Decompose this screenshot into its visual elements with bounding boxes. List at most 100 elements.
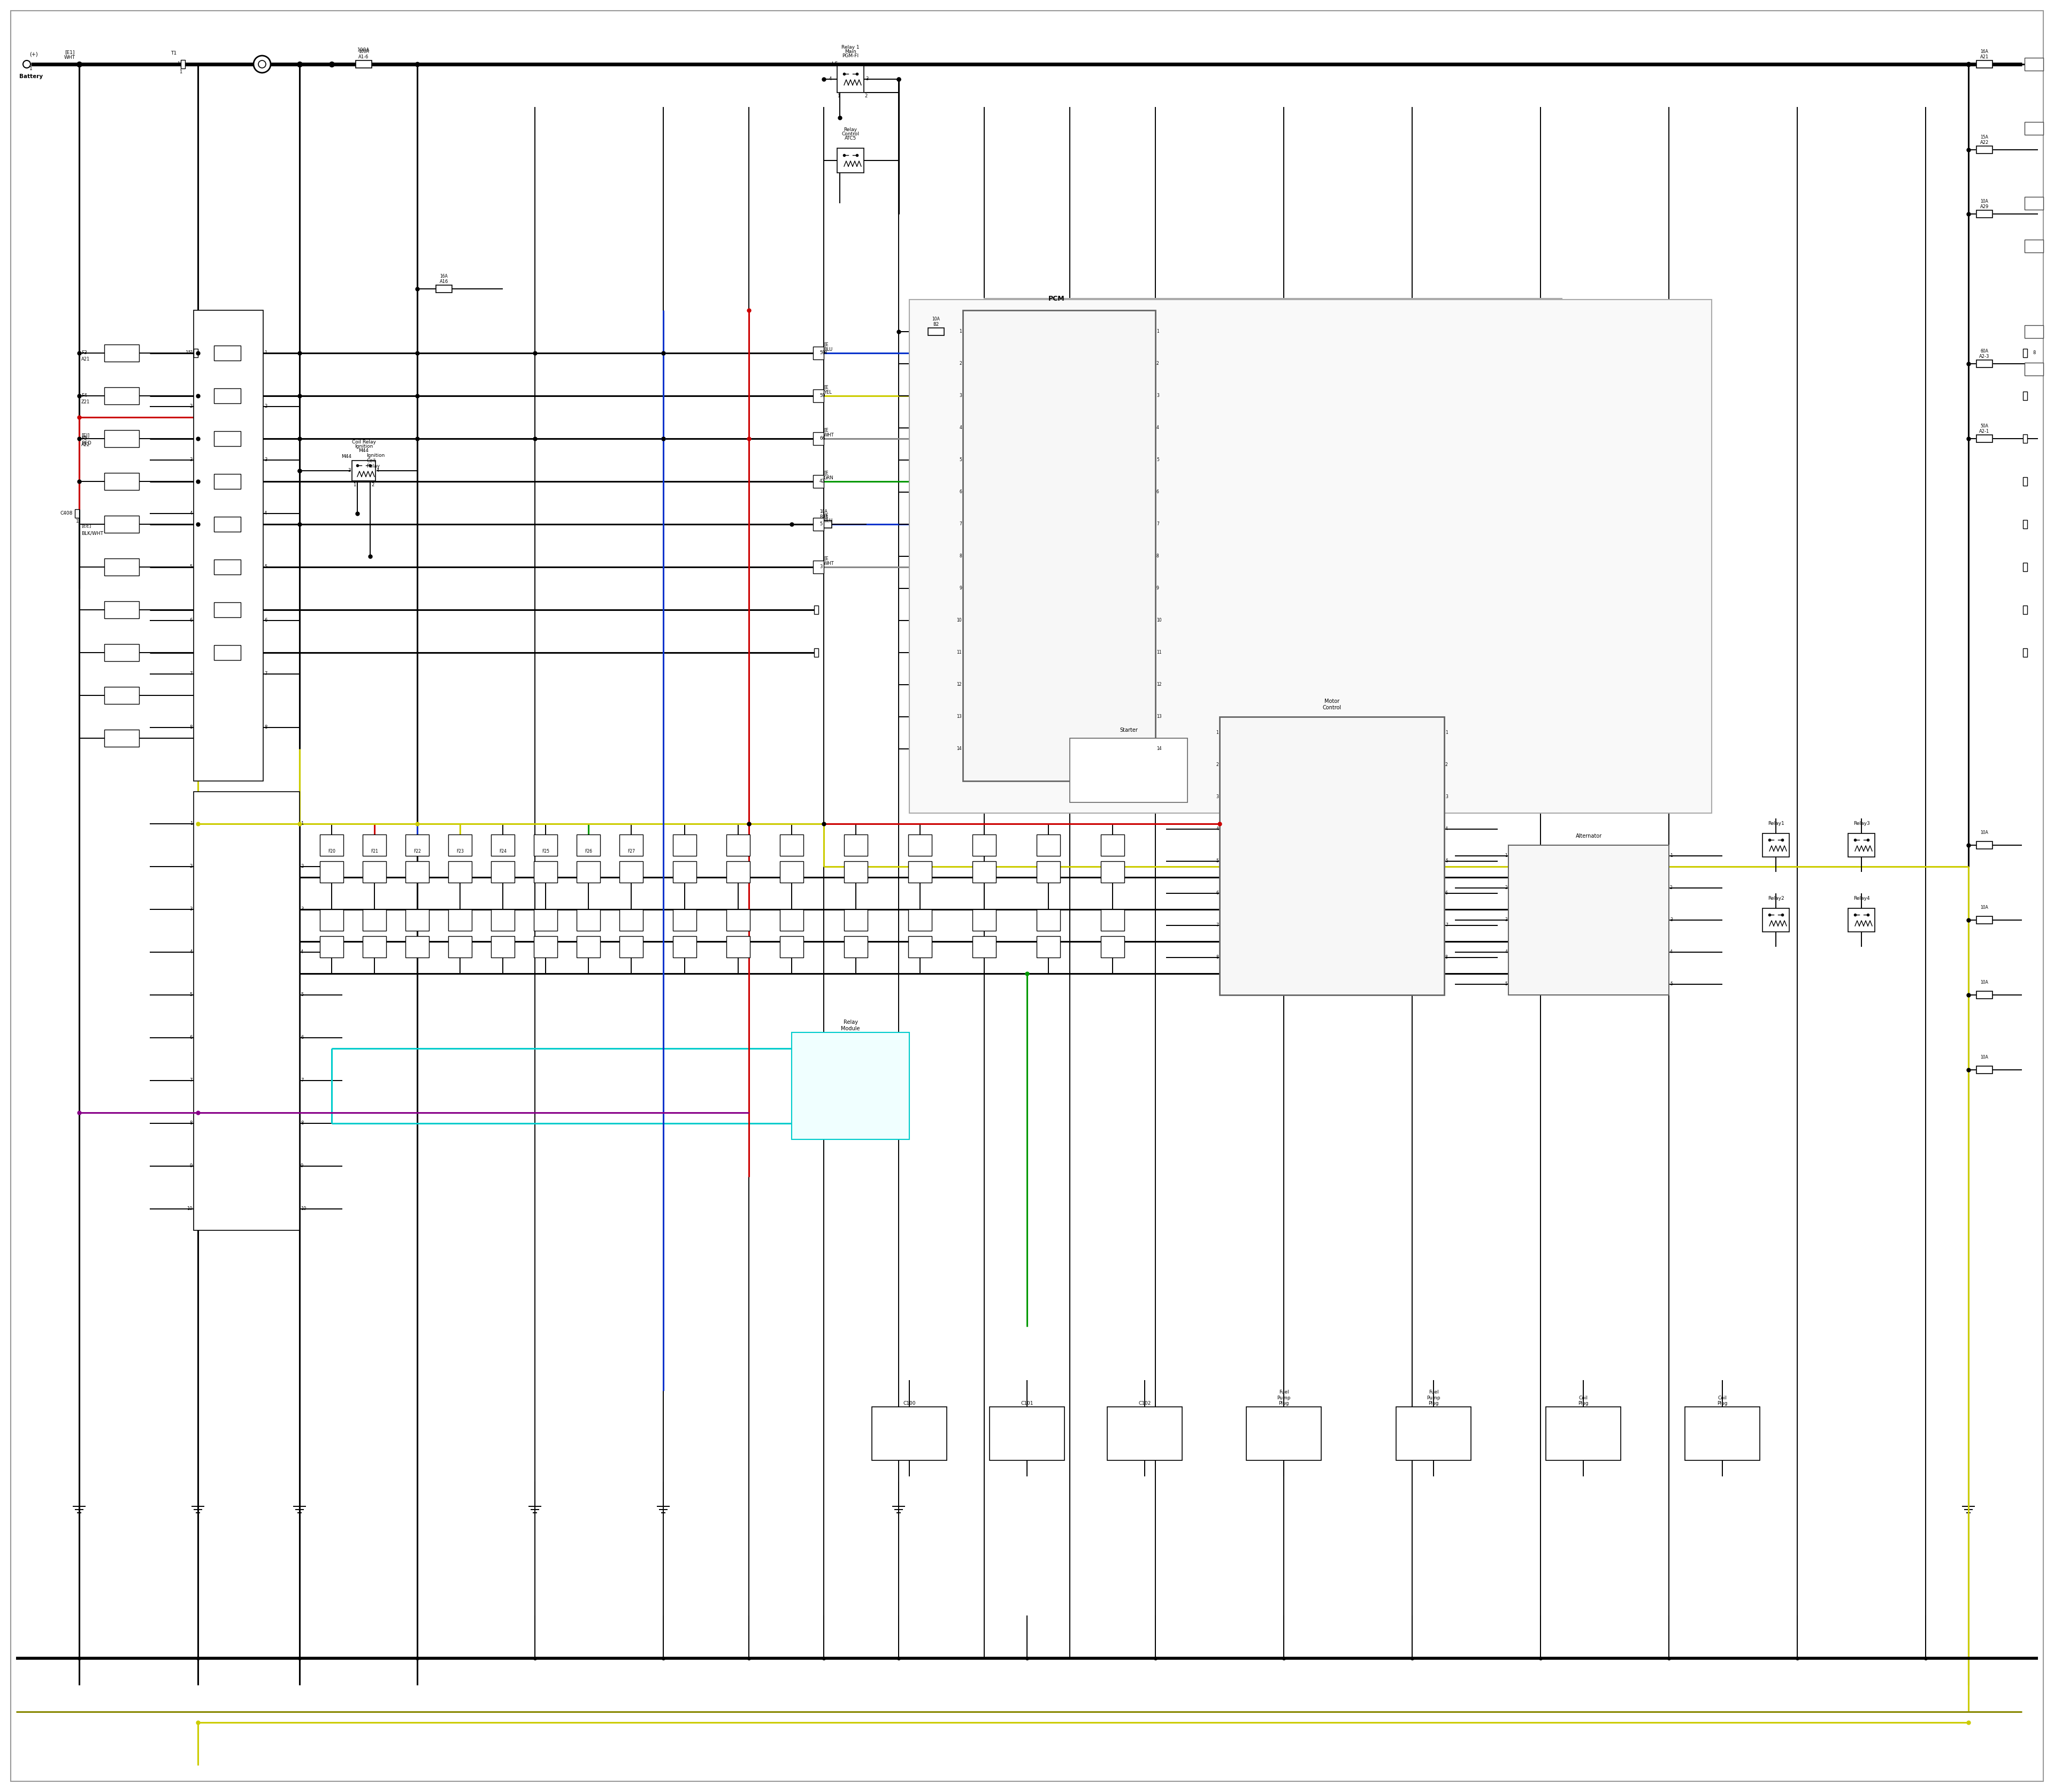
Bar [1976,360,1992,367]
Bar [214,516,240,532]
Text: 7: 7 [1216,923,1218,928]
Bar [534,862,557,883]
Text: 59: 59 [820,394,826,398]
Text: [EE]: [EE] [82,523,90,529]
Text: 1: 1 [1670,853,1672,858]
Text: F23: F23 [456,849,464,855]
Text: 2: 2 [1156,362,1158,366]
Text: 10: 10 [957,618,961,624]
Text: 4: 4 [300,950,304,955]
Bar [727,935,750,957]
Text: Relay
Module: Relay Module [840,1020,861,1032]
Bar [534,935,557,957]
Text: 4: 4 [265,511,267,516]
Text: F22: F22 [413,849,421,855]
Bar [781,862,803,883]
Text: 6: 6 [189,1036,193,1039]
Bar [1220,717,1444,995]
Text: F24: F24 [499,849,507,855]
Text: 66: 66 [820,435,826,441]
Bar [105,344,140,362]
Bar [214,559,240,575]
Text: F25: F25 [542,849,548,855]
Text: Coil: Coil [366,459,376,464]
Bar [844,909,867,930]
Text: 4: 4 [1506,950,1508,955]
Text: 3: 3 [1446,794,1448,799]
Text: 8: 8 [189,726,193,729]
Text: Relay4: Relay4 [1853,896,1869,901]
Bar [105,473,140,489]
Text: [E: [E [824,385,828,389]
Text: PCM: PCM [1048,296,1064,303]
Bar [2023,477,2027,486]
Text: Control: Control [842,131,859,136]
Text: 2: 2 [189,405,193,409]
Text: Relay3: Relay3 [1853,821,1869,826]
Bar [193,310,263,781]
Text: 1: 1 [177,61,181,66]
Bar [620,909,643,930]
Bar [364,835,386,857]
Text: 2: 2 [300,864,304,869]
Bar [813,518,824,530]
Bar [1101,909,1124,930]
Text: Alternator: Alternator [1575,833,1602,839]
Text: WHT: WHT [824,561,834,566]
Bar [844,862,867,883]
Circle shape [23,61,31,68]
Bar [813,475,824,487]
Bar [1976,916,1992,925]
Text: 10A: 10A [820,509,828,514]
Text: Motor
Control: Motor Control [1323,699,1341,710]
Text: [EJ]: [EJ] [82,434,90,437]
Text: 60A: 60A [1980,349,1988,353]
Text: 3: 3 [959,394,961,398]
Bar [364,935,386,957]
Text: 10A: 10A [1980,1055,1988,1059]
Text: 11: 11 [1156,650,1161,656]
Text: Coil
Plug: Coil Plug [1717,1396,1727,1405]
Text: A2-3: A2-3 [1980,355,1990,358]
Bar [105,729,140,747]
Text: 16A: 16A [1980,48,1988,54]
Bar [491,862,516,883]
Text: 4: 4 [1156,425,1158,430]
Text: C100: C100 [904,1401,916,1405]
Text: A22: A22 [1980,140,1988,145]
Bar [577,835,600,857]
Text: [E: [E [824,428,828,432]
Text: 4: 4 [959,425,961,430]
Bar [405,835,429,857]
Text: C408: C408 [60,511,72,516]
Text: 2: 2 [265,405,267,409]
Text: 13: 13 [957,715,961,719]
Bar [214,346,240,360]
Text: 10: 10 [1156,618,1163,624]
Bar [1397,1407,1471,1460]
Text: 1: 1 [1216,731,1218,735]
Bar [963,310,1154,781]
Bar [972,909,996,930]
Bar [2025,362,2044,376]
Text: Ignition: Ignition [355,444,374,448]
Text: 59: 59 [820,351,826,355]
Text: 3: 3 [865,77,869,82]
Text: 5: 5 [1670,982,1672,987]
Bar [620,862,643,883]
Bar [105,430,140,448]
Bar [448,835,472,857]
Text: 2: 2 [1506,885,1508,891]
Bar [2023,563,2027,572]
Text: 15: 15 [185,351,191,355]
Text: 42: 42 [820,478,826,484]
Bar [448,935,472,957]
Text: 8: 8 [1216,955,1218,961]
Bar [405,935,429,957]
Bar [491,909,516,930]
Text: 1: 1 [959,330,961,333]
Text: 4: 4 [1670,950,1672,955]
Bar [1976,842,1992,849]
Text: 1: 1 [29,66,33,72]
Bar [908,909,933,930]
